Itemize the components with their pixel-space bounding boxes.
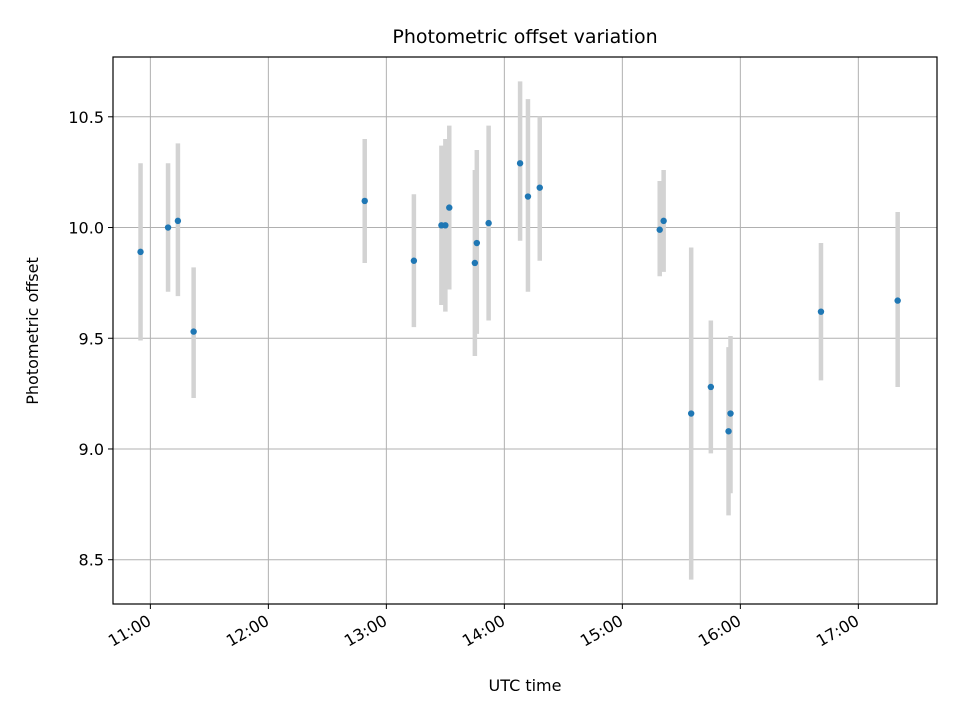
data-point xyxy=(164,224,172,231)
y-tick-label: 8.5 xyxy=(79,551,104,570)
data-point xyxy=(687,410,695,417)
data-point xyxy=(656,226,663,233)
data-point xyxy=(894,297,901,304)
data-point xyxy=(524,193,532,200)
data-point xyxy=(446,204,453,211)
data-point xyxy=(471,259,479,267)
y-tick-label: 10.5 xyxy=(68,108,104,127)
data-point xyxy=(727,410,734,417)
data-point xyxy=(660,217,667,225)
grid xyxy=(113,57,937,604)
data-point xyxy=(707,383,715,391)
data-point xyxy=(536,184,543,191)
data-points xyxy=(137,160,901,435)
y-tick-label: 9.5 xyxy=(79,329,104,348)
data-point xyxy=(410,257,418,264)
data-point xyxy=(190,328,197,335)
data-point xyxy=(516,160,524,167)
chart-title: Photometric offset variation xyxy=(392,26,657,48)
data-point xyxy=(473,239,481,247)
y-tick-label: 10.0 xyxy=(68,219,104,238)
data-point xyxy=(361,197,368,205)
plot-frame xyxy=(112,56,938,605)
data-point xyxy=(442,222,449,229)
y-axis: 8.5 9.0 9.5 10.0 10.5 xyxy=(68,108,113,570)
data-point xyxy=(174,217,182,225)
y-axis-label: Photometric offset xyxy=(23,257,42,405)
data-point xyxy=(137,248,144,256)
x-axis-label: UTC time xyxy=(489,676,562,695)
y-tick-label: 9.0 xyxy=(79,440,104,459)
data-point xyxy=(485,219,492,227)
data-point xyxy=(817,308,825,315)
data-point xyxy=(725,428,732,435)
